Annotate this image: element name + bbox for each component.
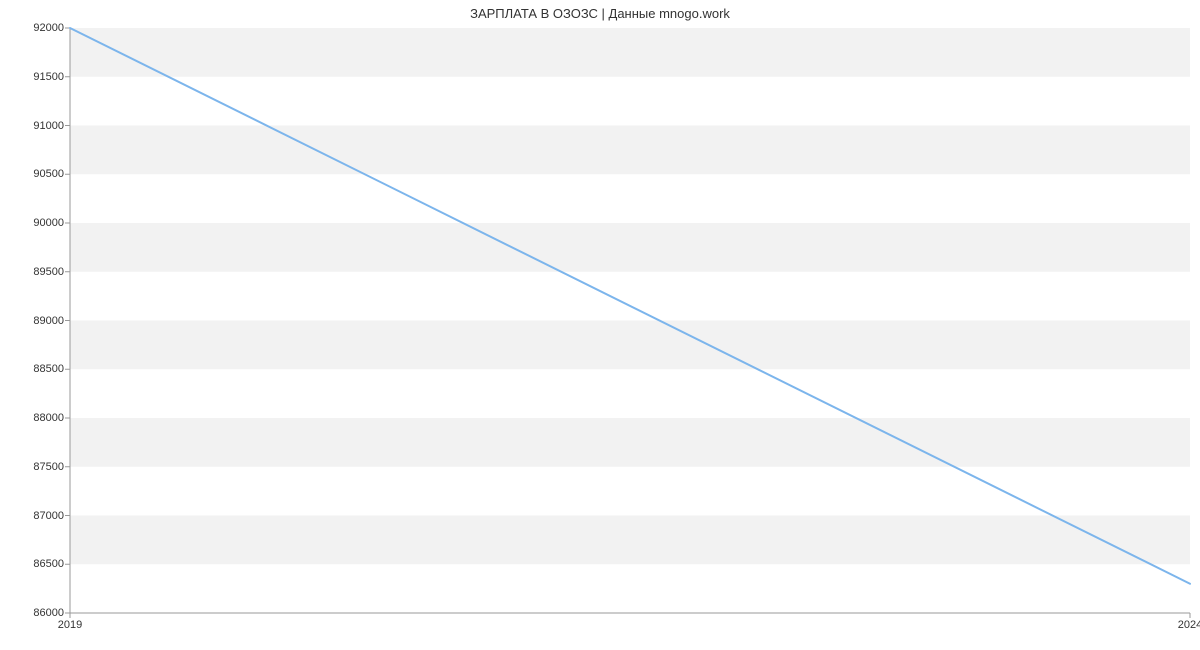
y-tick-label: 87000 <box>33 510 70 522</box>
y-tick-label: 91000 <box>33 120 70 132</box>
salary-line-chart: ЗАРПЛАТА В ОЗОЗС | Данные mnogo.work 860… <box>0 0 1200 650</box>
y-tick-label: 89000 <box>33 315 70 327</box>
y-tick-label: 87500 <box>33 461 70 473</box>
y-tick-label: 90500 <box>33 168 70 180</box>
y-tick-label: 88000 <box>33 412 70 424</box>
chart-svg <box>70 28 1190 613</box>
y-tick-label: 88500 <box>33 363 70 375</box>
y-tick-label: 89500 <box>33 266 70 278</box>
plot-area: 8600086500870008750088000885008900089500… <box>70 28 1190 613</box>
y-tick-label: 86500 <box>33 558 70 570</box>
y-tick-label: 91500 <box>33 71 70 83</box>
x-tick-label: 2019 <box>58 613 82 631</box>
x-tick-label: 2024 <box>1178 613 1200 631</box>
y-tick-label: 90000 <box>33 217 70 229</box>
y-tick-label: 92000 <box>33 22 70 34</box>
chart-title: ЗАРПЛАТА В ОЗОЗС | Данные mnogo.work <box>0 6 1200 21</box>
